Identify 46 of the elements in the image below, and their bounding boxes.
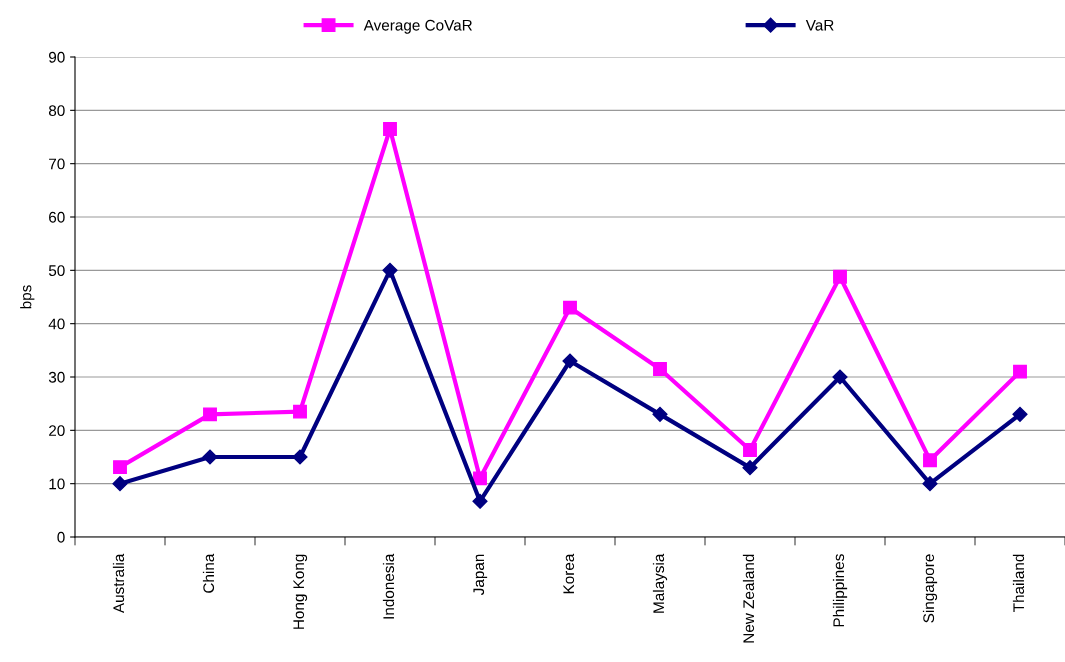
x-tick-label: China [202,553,215,593]
x-tick-label: Korea [563,553,575,594]
x-tick-label: New Zealand [742,554,755,643]
point [382,262,398,278]
point [292,449,308,465]
point [112,476,128,492]
point [113,460,127,475]
point [473,471,487,486]
point [383,122,397,136]
point [653,362,667,376]
x-tick-label: Hong Kong [293,554,308,629]
point [1012,406,1028,422]
y-tick-label: 40 [48,318,65,330]
legend-label: VaR [805,19,834,31]
y-tick-label: 50 [48,265,65,277]
point [562,353,578,369]
point [203,407,217,422]
point [833,269,847,284]
x-tick-label: Australia [112,553,125,614]
x-tick-label: Singapore [922,554,938,623]
y-tick-label: 70 [49,158,65,170]
y-tick-label: 80 [48,105,65,117]
point [742,460,758,476]
legend-label: Average CoVaR [363,19,472,34]
y-tick-label: 10 [49,478,65,490]
y-tick-label: 30 [48,371,65,383]
y-axis-title: bps [20,285,35,309]
point [472,493,488,509]
y-tick-label: 60 [49,211,65,223]
y-tick-label: 20 [49,425,65,437]
x-tick-label: Thailand [1012,554,1025,612]
point [563,300,577,315]
y-tick-label: 0 [57,531,65,543]
point [293,404,307,419]
point [1013,364,1027,379]
point [202,449,218,465]
x-tick-label: Malaysia [652,553,668,613]
y-tick-label: 90 [49,51,65,63]
point [922,476,938,492]
point [652,406,668,422]
x-tick-label: Indonesia [382,553,395,619]
x-tick-label: Philippines [832,554,848,627]
x-tick-label: Japan [473,554,488,596]
point [923,453,937,468]
point [832,369,848,385]
point [743,443,757,458]
